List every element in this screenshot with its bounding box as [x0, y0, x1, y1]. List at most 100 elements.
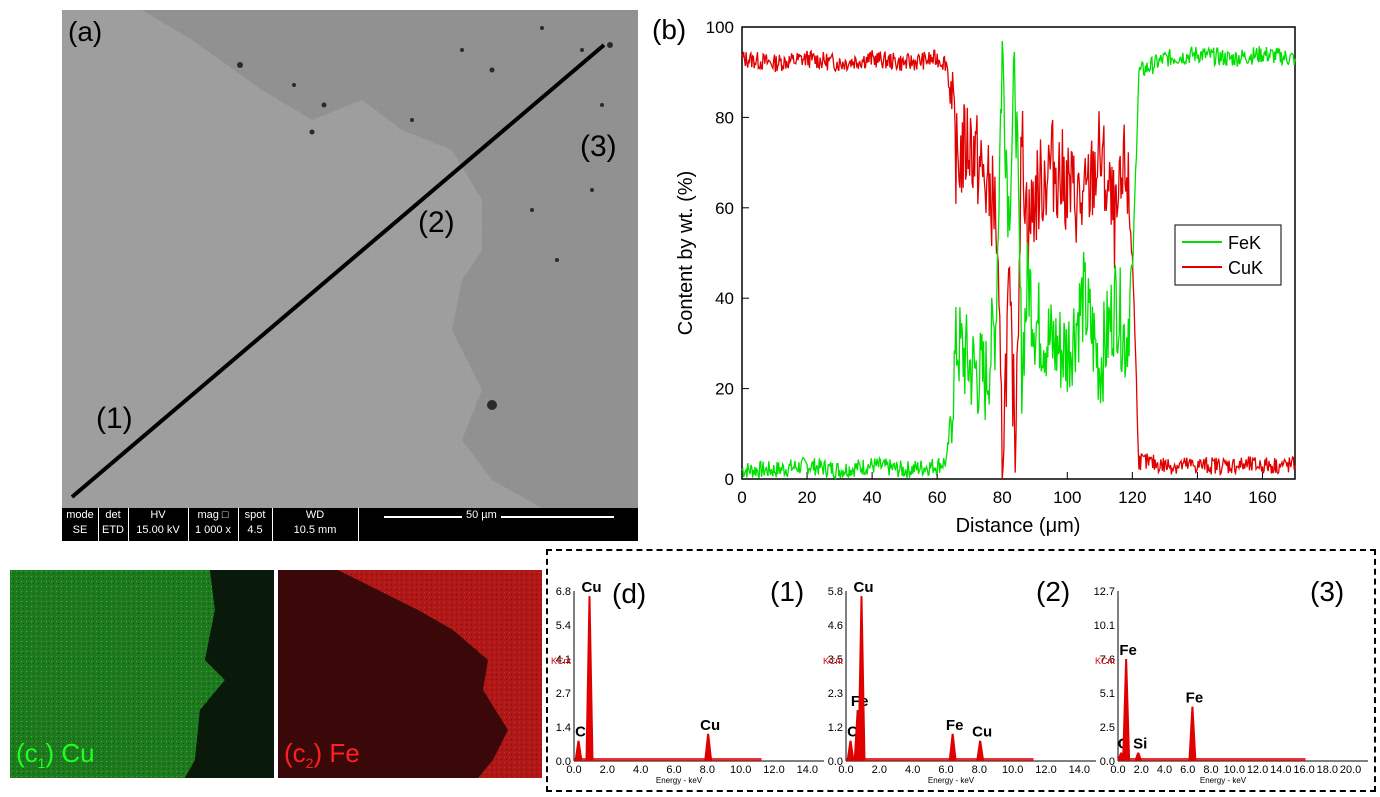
spectrum-y-tick-label: 2.5: [1100, 722, 1115, 734]
spectrum-peak: [1122, 659, 1131, 761]
legend: FeK CuK: [1174, 224, 1282, 286]
spectrum-x-tick-label: 4.0: [633, 764, 648, 776]
spectrum-y-tick-label: 7.6: [1100, 654, 1115, 666]
spectrum-x-tick-label: 14.0: [1069, 764, 1090, 776]
peak-label: Cu: [972, 724, 992, 741]
spectrum-y-tick-label: 12.7: [1094, 586, 1115, 598]
energy-axis-label: Energy - keV: [656, 776, 703, 785]
y-tick-label: 0: [725, 470, 734, 489]
sem-micrograph: [62, 10, 638, 508]
spectrum-peak: [857, 596, 866, 761]
energy-axis-label: Energy - keV: [928, 776, 975, 785]
spectrum-x-tick-label: 4.0: [905, 764, 920, 776]
peak-label: Cu: [582, 579, 602, 596]
x-tick-label: 80: [993, 488, 1012, 507]
spectrum-x-tick-label: 0.0: [838, 764, 853, 776]
spectrum-y-tick-label: 5.1: [1100, 688, 1115, 700]
spectrum-peak: [574, 740, 583, 761]
peak-label: Fe: [1119, 642, 1137, 659]
x-tick-label: 120: [1118, 488, 1146, 507]
spectrum-x-tick-label: 6.0: [938, 764, 953, 776]
eds-map-cu: (c1) Cu: [10, 570, 274, 778]
spectrum-y-tick-label: 2.3: [828, 688, 843, 700]
spectrum-peak: [948, 733, 957, 761]
spectrum-peak: [846, 740, 855, 761]
spectrum-peak: [976, 740, 985, 761]
spectrum-x-tick-label: 20.0: [1340, 764, 1361, 776]
series-line-fek: [741, 40, 1296, 481]
line-scan-path: [70, 43, 606, 499]
spectrum-x-tick-label: 0.0: [1110, 764, 1125, 776]
panel-a-label: (a): [68, 16, 103, 47]
info-det: det ETD: [98, 508, 129, 541]
region-label-3: (3): [580, 130, 617, 163]
region-label-1: (1): [96, 402, 133, 435]
spectrum-x-tick-label: 14.0: [797, 764, 818, 776]
info-mag: mag □ 1 000 x: [188, 508, 239, 541]
y-axis-label: Content by wt. (%): [675, 171, 697, 336]
kcnt-label: KCnt: [823, 656, 844, 666]
eds-map-fe: (c2) Fe: [278, 570, 542, 778]
info-spot: spot 4.5: [238, 508, 273, 541]
spectrum-1-id: (1): [770, 576, 805, 607]
cu-map-label: (c1) Cu: [16, 738, 95, 772]
info-wd: WD 10.5 mm: [272, 508, 359, 541]
eds-spectra: 6.8 5.4 4.1 2.7 1.4 0.0 KCnt 0.0 2.0 4.0 6.0 8.0 10.…: [551, 579, 1368, 785]
spectrum-2-id: (2): [1036, 576, 1071, 607]
x-tick-label: 140: [1183, 488, 1211, 507]
info-mode: mode SE: [62, 508, 99, 541]
spectrum-y-tick-label: 10.1: [1094, 620, 1115, 632]
sem-info-bar: mode SE det ETD HV 15.00 kV mag □ 1 000 x sp…: [62, 508, 638, 541]
panel-b-label: (b): [652, 14, 687, 45]
peak-label: C: [847, 724, 858, 741]
spectrum-baseline: [574, 758, 762, 761]
kcnt-label: KCnt: [1095, 656, 1116, 666]
y-tick-label: 60: [715, 199, 734, 218]
spectrum-x-tick-label: 8.0: [700, 764, 715, 776]
spectrum-x-tick-label: 12.0: [763, 764, 784, 776]
line-scan-chart: 0 20 40 60 80 100 120 140 160 0 20 40 60 80 100 Distan…: [675, 18, 1296, 537]
spectrum-y-tick-label: 6.8: [556, 586, 571, 598]
spectrum-x-tick-label: 12.0: [1035, 764, 1056, 776]
spectrum-baseline: [1118, 758, 1306, 761]
spectrum-y-tick-label: 5.4: [556, 620, 571, 632]
peak-label: Fe: [1186, 690, 1204, 707]
fe-map-label: (c2) Fe: [284, 738, 360, 772]
peak-label: C: [575, 724, 586, 741]
spectra-frame: [546, 549, 1376, 792]
spectrum-x-tick-label: 2.0: [600, 764, 615, 776]
spectrum-x-tick-label: 2.0: [872, 764, 887, 776]
spectrum-y-tick-label: 5.8: [828, 586, 843, 598]
x-tick-label: 100: [1053, 488, 1081, 507]
y-tick-label: 100: [706, 18, 734, 37]
spectrum-y-tick-label: 2.7: [556, 688, 571, 700]
spectrum-2: 5.8 4.6 3.5 2.3 1.2 0.0 KCnt 0.0 2.0 4.0 6.0 8.0 10.…: [823, 579, 1096, 785]
spectrum-y-tick-label: 4.6: [828, 620, 843, 632]
spectrum-x-tick-label: 10.0: [730, 764, 751, 776]
legend-label-cuk: CuK: [1228, 258, 1263, 278]
y-tick-label: 20: [715, 380, 734, 399]
spectrum-x-tick-label: 14.0: [1270, 764, 1291, 776]
x-tick-label: 0: [737, 488, 746, 507]
spectrum-y-tick-label: 1.4: [556, 722, 571, 734]
spectrum-y-tick-label: 0.0: [828, 756, 843, 768]
x-tick-label: 40: [863, 488, 882, 507]
energy-axis-label: Energy - keV: [1200, 776, 1247, 785]
spectrum-peak: [585, 596, 594, 761]
x-tick-label: 160: [1248, 488, 1276, 507]
spectrum-baseline: [846, 758, 1034, 761]
spectrum-x-tick-label: 6.0: [666, 764, 681, 776]
spectrum-x-tick-label: 6.0: [1180, 764, 1195, 776]
spectrum-y-tick-label: 3.5: [828, 654, 843, 666]
spectrum-y-tick-label: 4.1: [556, 654, 571, 666]
peak-label: Fe: [946, 717, 964, 734]
y-tick-label: 80: [715, 108, 734, 127]
spectrum-peak: [704, 733, 713, 761]
x-tick-label: 60: [928, 488, 947, 507]
series-line-cuk: [741, 49, 1296, 480]
spectrum-y-tick-label: 0.0: [1100, 756, 1115, 768]
x-tick-label: 20: [798, 488, 817, 507]
spectrum-y-tick-label: 1.2: [828, 722, 843, 734]
spectrum-x-tick-label: 4.0: [1157, 764, 1172, 776]
sem-image-panel: (a) (1) (2) (3): [62, 10, 638, 508]
